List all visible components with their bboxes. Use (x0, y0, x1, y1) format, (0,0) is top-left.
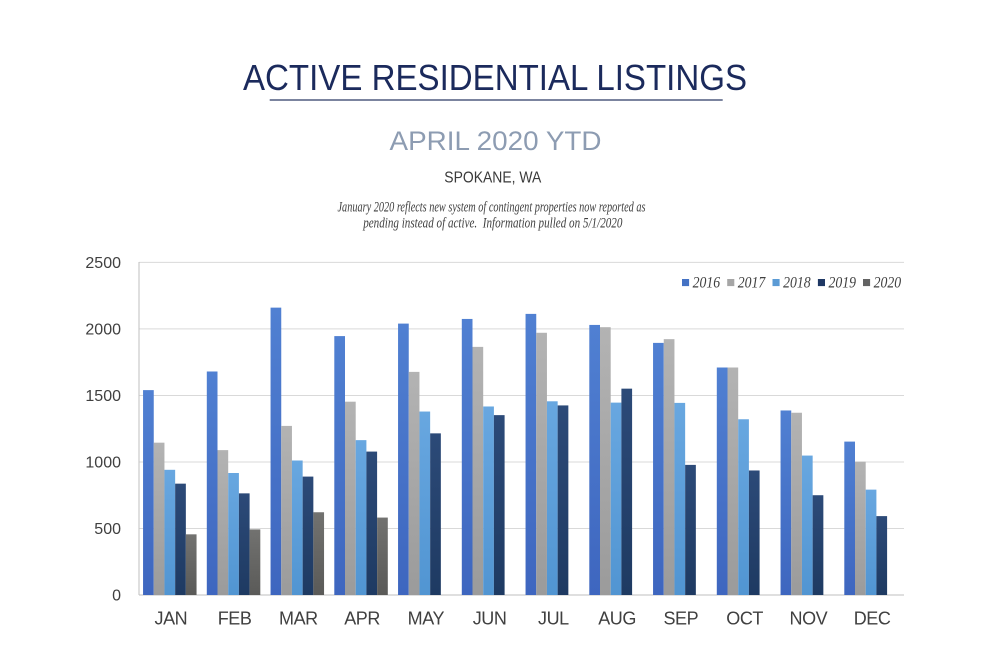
svg-text:OCT: OCT (726, 609, 763, 629)
svg-text:2017: 2017 (738, 275, 766, 292)
svg-text:January 2020 reflects new syst: January 2020 reflects new system of cont… (338, 200, 646, 216)
svg-text:2020: 2020 (874, 275, 902, 292)
svg-text:APR: APR (344, 609, 380, 629)
svg-text:JUN: JUN (473, 609, 507, 629)
svg-text:SEP: SEP (663, 609, 698, 629)
svg-text:2500: 2500 (85, 255, 121, 272)
svg-text:1500: 1500 (85, 388, 121, 405)
svg-text:2019: 2019 (829, 275, 857, 292)
svg-text:pending instead of active. In: pending instead of active. Information p… (362, 215, 622, 231)
svg-text:DEC: DEC (854, 609, 891, 629)
svg-text:FEB: FEB (218, 609, 252, 629)
svg-text:2018: 2018 (783, 275, 811, 292)
svg-text:ACTIVE RESIDENTIAL LISTINGS: ACTIVE RESIDENTIAL LISTINGS (243, 57, 747, 98)
svg-text:2000: 2000 (85, 322, 121, 339)
svg-text:NOV: NOV (789, 609, 827, 629)
svg-text:JUL: JUL (538, 609, 569, 629)
svg-text:APRIL 2020 YTD: APRIL 2020 YTD (390, 126, 602, 156)
svg-text:0: 0 (112, 588, 121, 605)
svg-text:AUG: AUG (598, 609, 636, 629)
svg-text:SPOKANE, WA: SPOKANE, WA (444, 170, 541, 187)
svg-text:MAR: MAR (279, 609, 318, 629)
svg-text:2016: 2016 (693, 275, 721, 292)
svg-text:1000: 1000 (85, 455, 121, 472)
svg-text:MAY: MAY (408, 609, 445, 629)
svg-text:500: 500 (94, 521, 121, 538)
svg-text:JAN: JAN (154, 609, 187, 629)
